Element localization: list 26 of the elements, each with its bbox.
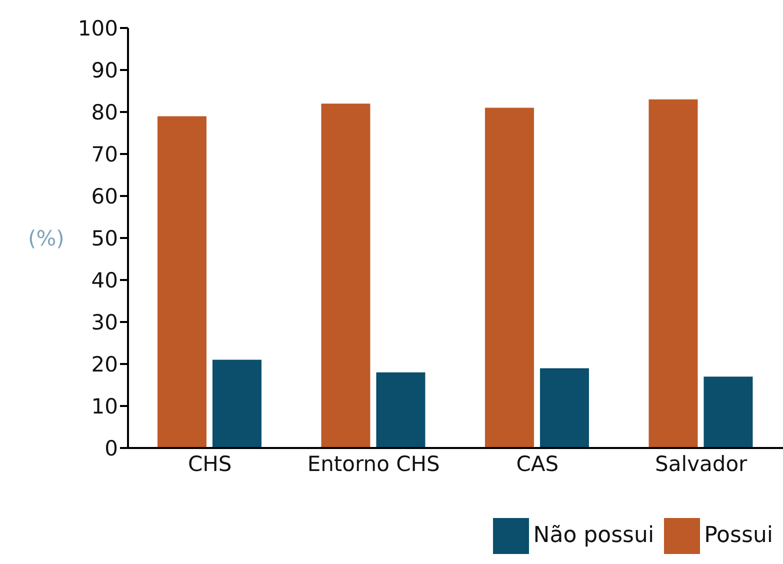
- y-tick-label: 70: [91, 142, 118, 166]
- y-tick-label: 20: [91, 352, 118, 376]
- bar: [321, 104, 370, 448]
- bar: [484, 108, 534, 448]
- y-tick-label: 90: [91, 58, 118, 82]
- x-tick-label: Salvador: [655, 452, 748, 476]
- y-tick-label: 50: [91, 226, 118, 250]
- bar: [648, 99, 698, 448]
- bar: [157, 116, 206, 448]
- y-axis-title: (%): [28, 226, 64, 250]
- y-tick-label: 60: [91, 184, 118, 208]
- y-tick-label: 80: [91, 100, 118, 124]
- bar: [540, 368, 589, 448]
- bar: [212, 360, 262, 448]
- x-tick-label: CAS: [516, 452, 559, 476]
- legend-label: Possui: [704, 523, 773, 548]
- y-tick-label: 40: [91, 268, 118, 292]
- y-tick-label: 100: [78, 16, 118, 40]
- x-tick-label: Entorno CHS: [307, 452, 440, 476]
- legend-label: Não possui: [533, 523, 654, 548]
- bar: [704, 376, 753, 448]
- x-tick-label: CHS: [188, 452, 232, 476]
- y-tick-label: 30: [91, 310, 118, 334]
- bar: [376, 372, 426, 448]
- y-tick-label: 10: [91, 394, 118, 418]
- y-tick-label: 0: [104, 436, 118, 460]
